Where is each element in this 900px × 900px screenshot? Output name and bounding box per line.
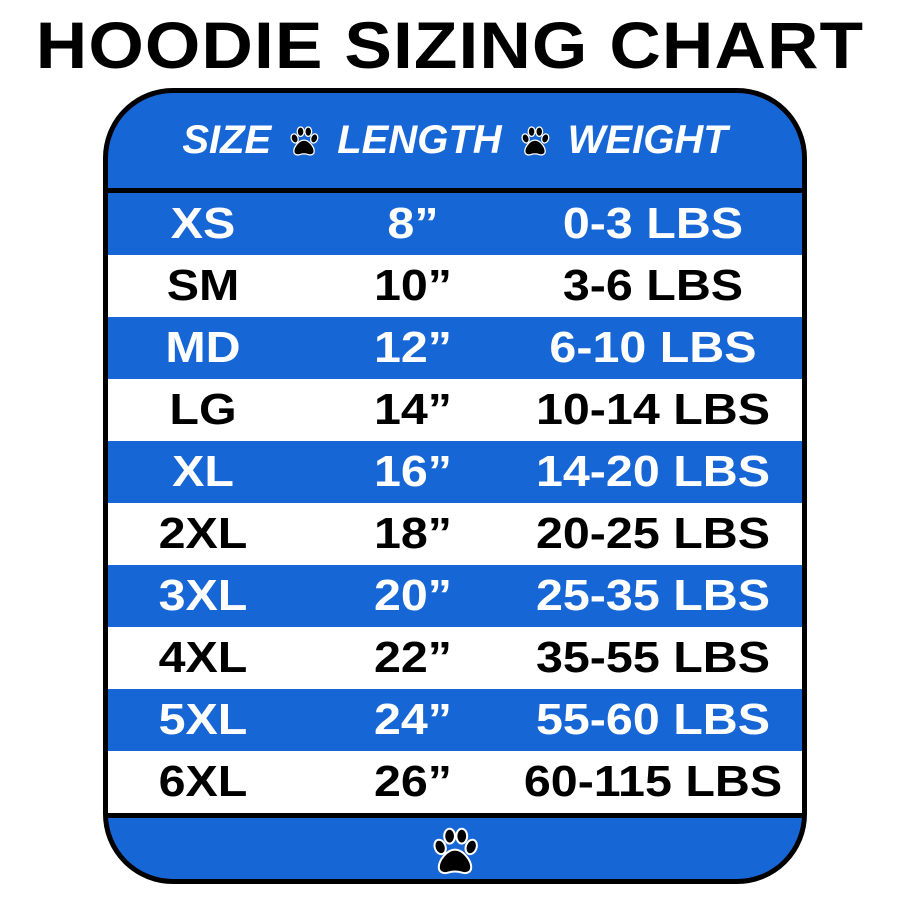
table-row: XS 8” 0-3 LBS (108, 193, 802, 255)
weight-cell: 20-25 LBS (535, 509, 771, 558)
size-table: SIZE LENGTH WEIGHT XS 8” 0-3 LBS SM 10” 3-6 L… (103, 88, 807, 884)
weight-cell: 10-14 LBS (535, 385, 771, 434)
size-cell: MD (165, 323, 241, 372)
length-cell: 18” (373, 509, 453, 558)
length-cell: 16” (373, 447, 453, 496)
size-cell: 4XL (158, 633, 248, 682)
size-cell: XL (172, 447, 234, 496)
size-cell: SM (166, 261, 240, 310)
size-cell: 3XL (158, 571, 248, 620)
table-body: XS 8” 0-3 LBS SM 10” 3-6 LBS MD 12” 6-10 LBS LG 14… (108, 193, 802, 813)
weight-cell: 14-20 LBS (535, 447, 771, 496)
weight-cell: 60-115 LBS (523, 757, 783, 806)
table-row: 2XL 18” 20-25 LBS (108, 503, 802, 565)
table-row: SM 10” 3-6 LBS (108, 255, 802, 317)
table-row: LG 14” 10-14 LBS (108, 379, 802, 441)
size-cell: 5XL (158, 695, 248, 744)
table-row: 6XL 26” 60-115 LBS (108, 751, 802, 813)
paw-print-icon (433, 827, 478, 874)
length-cell: 14” (373, 385, 453, 434)
size-cell: 2XL (158, 509, 248, 558)
chart-title: HOODIE SIZING CHART (35, 8, 865, 82)
length-cell: 10” (373, 261, 453, 310)
table-row: XL 16” 14-20 LBS (108, 441, 802, 503)
weight-cell: 0-3 LBS (562, 199, 744, 248)
size-cell: 6XL (158, 757, 248, 806)
size-cell: XS (170, 199, 236, 248)
paw-print-icon (521, 125, 550, 156)
length-cell: 8” (387, 199, 439, 248)
table-header: SIZE LENGTH WEIGHT (108, 93, 802, 193)
header-weight: WEIGHT (567, 118, 728, 162)
table-row: 3XL 20” 25-35 LBS (108, 565, 802, 627)
weight-cell: 35-55 LBS (535, 633, 771, 682)
weight-cell: 25-35 LBS (535, 571, 771, 620)
table-row: 5XL 24” 55-60 LBS (108, 689, 802, 751)
weight-cell: 6-10 LBS (549, 323, 757, 372)
weight-cell: 55-60 LBS (535, 695, 771, 744)
table-row: 4XL 22” 35-55 LBS (108, 627, 802, 689)
size-cell: LG (169, 385, 237, 434)
length-cell: 20” (373, 571, 453, 620)
length-cell: 22” (373, 633, 453, 682)
paw-print-icon (290, 125, 319, 156)
table-footer (108, 813, 802, 879)
weight-cell: 3-6 LBS (562, 261, 744, 310)
table-row: MD 12” 6-10 LBS (108, 317, 802, 379)
length-cell: 12” (373, 323, 453, 372)
length-cell: 26” (373, 757, 453, 806)
header-size: SIZE (182, 118, 272, 162)
length-cell: 24” (373, 695, 453, 744)
header-length: LENGTH (337, 118, 502, 162)
